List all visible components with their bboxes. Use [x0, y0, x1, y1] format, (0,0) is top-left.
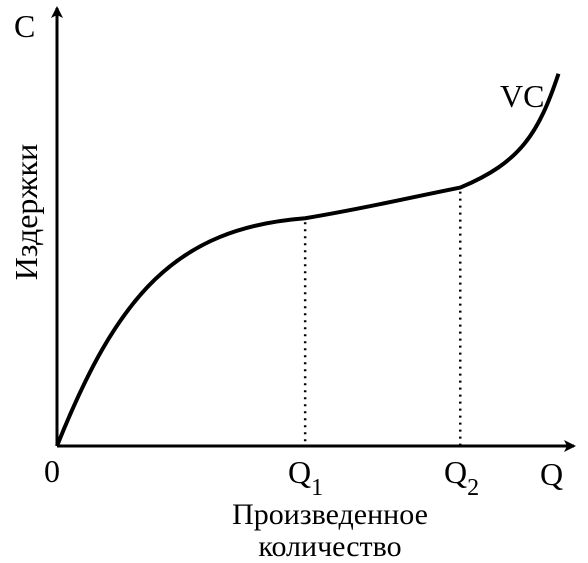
x-axis-title-line1: Произведенное [232, 498, 428, 531]
q1-label: Q1 [288, 454, 323, 501]
x-axis-title-line2: количество [258, 530, 401, 563]
vc-label: VC [500, 78, 544, 114]
vc-curve [55, 73, 561, 447]
q2-label: Q2 [444, 454, 479, 501]
x-axis-letter: Q [540, 456, 563, 492]
origin-label: 0 [44, 453, 60, 489]
y-axis-letter: C [14, 8, 35, 44]
y-axis-title: Издержки [8, 144, 44, 280]
